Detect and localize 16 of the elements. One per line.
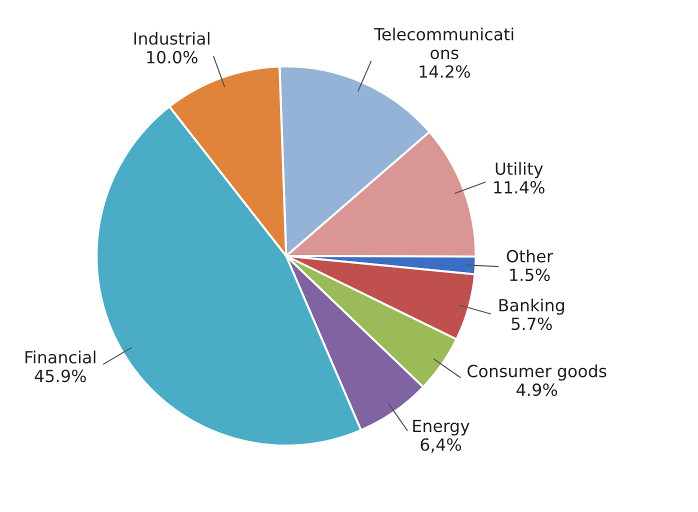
data-label: 10.0% — [147, 50, 198, 64]
slice-label: Banking — [499, 298, 564, 315]
data-label: 6,4% — [420, 438, 462, 453]
data-label: 5.7% — [512, 318, 552, 330]
data-label: 45.9% — [34, 370, 86, 382]
slice-label: Financial — [26, 350, 96, 364]
slice-label: Other — [506, 250, 554, 262]
slice-label: Utility — [496, 162, 543, 178]
slice-label: Telecommunicati ons — [374, 28, 514, 60]
slice-label: Consumer goods — [468, 364, 606, 381]
data-label: 1.5% — [510, 268, 550, 282]
slice-label: Industrial — [134, 32, 210, 45]
slice-label: Energy — [413, 420, 470, 436]
data-label: 11.4% — [494, 181, 544, 194]
data-label: 14.2% — [420, 65, 470, 78]
data-label: 4.9% — [516, 383, 558, 396]
